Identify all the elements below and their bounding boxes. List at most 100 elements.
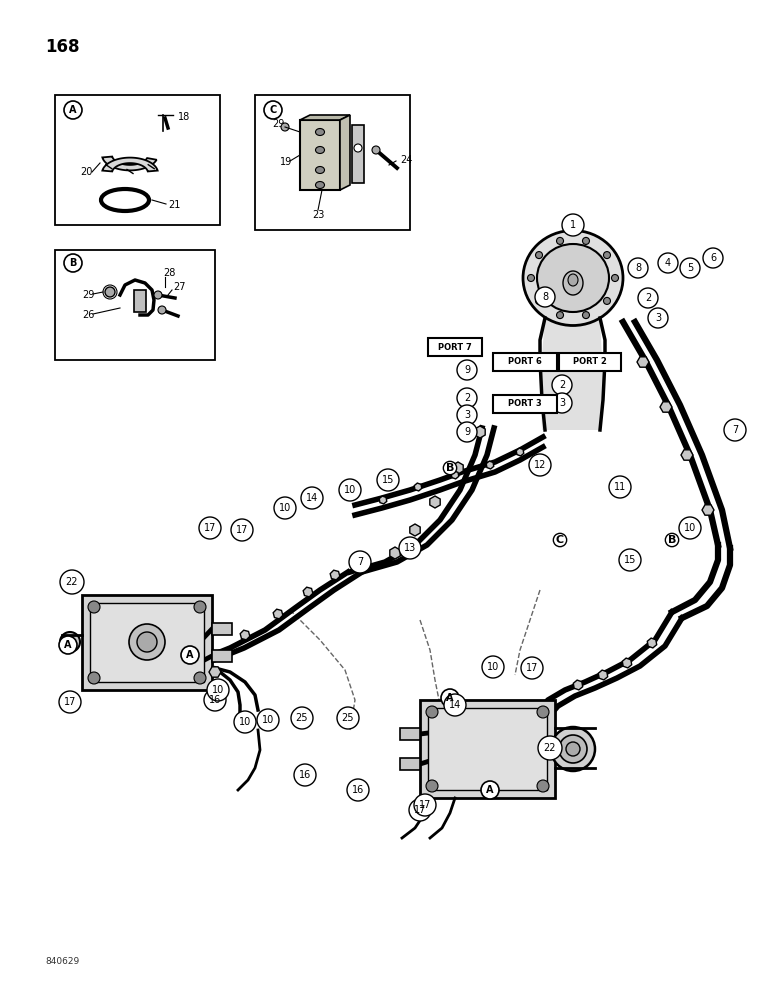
Bar bbox=[134, 290, 146, 312]
Text: 12: 12 bbox=[534, 460, 546, 470]
Bar bbox=[428, 708, 547, 790]
Text: C: C bbox=[269, 105, 277, 115]
Text: 18: 18 bbox=[178, 112, 190, 122]
Polygon shape bbox=[340, 115, 350, 190]
Bar bbox=[300, 120, 340, 190]
Polygon shape bbox=[516, 448, 523, 456]
Circle shape bbox=[724, 419, 746, 441]
Text: A: A bbox=[186, 650, 193, 660]
Circle shape bbox=[457, 388, 477, 408]
Bar bbox=[493, 395, 557, 413]
Ellipse shape bbox=[612, 274, 619, 282]
Circle shape bbox=[441, 689, 459, 707]
Circle shape bbox=[281, 123, 289, 131]
Circle shape bbox=[231, 519, 253, 541]
Bar bbox=[82, 595, 212, 690]
Circle shape bbox=[529, 454, 551, 476]
Text: A: A bbox=[486, 785, 494, 795]
Circle shape bbox=[354, 144, 362, 152]
Polygon shape bbox=[681, 450, 693, 460]
Circle shape bbox=[60, 570, 84, 594]
Circle shape bbox=[482, 656, 504, 678]
Polygon shape bbox=[102, 157, 157, 170]
Circle shape bbox=[158, 306, 166, 314]
Text: B: B bbox=[69, 258, 76, 268]
Circle shape bbox=[426, 780, 438, 792]
Bar bbox=[420, 700, 555, 798]
Bar bbox=[352, 125, 364, 183]
Circle shape bbox=[537, 706, 549, 718]
Polygon shape bbox=[414, 483, 422, 491]
Circle shape bbox=[204, 689, 226, 711]
Text: 17: 17 bbox=[419, 800, 431, 810]
Circle shape bbox=[264, 101, 282, 119]
Circle shape bbox=[444, 694, 466, 716]
Polygon shape bbox=[303, 587, 313, 597]
Circle shape bbox=[60, 632, 80, 652]
Text: 11: 11 bbox=[614, 482, 626, 492]
Circle shape bbox=[559, 735, 587, 763]
Circle shape bbox=[619, 549, 641, 571]
Polygon shape bbox=[475, 426, 485, 438]
Bar bbox=[400, 758, 420, 770]
Circle shape bbox=[551, 727, 595, 771]
Text: 17: 17 bbox=[414, 805, 426, 815]
Circle shape bbox=[347, 779, 369, 801]
Circle shape bbox=[234, 711, 256, 733]
Ellipse shape bbox=[604, 297, 611, 304]
Polygon shape bbox=[647, 638, 657, 648]
Bar bbox=[255, 95, 410, 230]
Bar bbox=[212, 623, 232, 635]
Bar bbox=[212, 650, 232, 662]
Text: 14: 14 bbox=[448, 700, 461, 710]
Text: PORT 7: PORT 7 bbox=[438, 342, 472, 352]
Text: 16: 16 bbox=[209, 695, 221, 705]
Circle shape bbox=[59, 636, 77, 654]
Ellipse shape bbox=[604, 252, 611, 259]
Text: 168: 168 bbox=[45, 38, 80, 56]
Circle shape bbox=[194, 672, 206, 684]
Ellipse shape bbox=[568, 274, 578, 286]
Circle shape bbox=[64, 101, 82, 119]
Ellipse shape bbox=[527, 274, 534, 282]
Ellipse shape bbox=[315, 166, 324, 174]
Text: 21: 21 bbox=[168, 200, 180, 210]
Text: 16: 16 bbox=[352, 785, 364, 795]
Circle shape bbox=[337, 707, 359, 729]
Polygon shape bbox=[430, 496, 440, 508]
Circle shape bbox=[566, 742, 580, 756]
Polygon shape bbox=[102, 158, 158, 171]
Text: 13: 13 bbox=[404, 543, 416, 553]
Text: 24: 24 bbox=[400, 155, 413, 165]
Text: 10: 10 bbox=[684, 523, 696, 533]
Text: 17: 17 bbox=[204, 523, 216, 533]
Polygon shape bbox=[452, 471, 459, 479]
Circle shape bbox=[658, 253, 678, 273]
Circle shape bbox=[372, 146, 380, 154]
Text: A: A bbox=[69, 105, 76, 115]
Polygon shape bbox=[598, 670, 608, 680]
Circle shape bbox=[409, 799, 431, 821]
Bar bbox=[493, 353, 557, 371]
Polygon shape bbox=[209, 667, 221, 677]
Circle shape bbox=[199, 517, 221, 539]
Circle shape bbox=[339, 479, 361, 501]
Text: A: A bbox=[446, 693, 454, 703]
Circle shape bbox=[535, 287, 555, 307]
Ellipse shape bbox=[556, 312, 563, 319]
Bar bbox=[400, 728, 420, 740]
Text: PORT 3: PORT 3 bbox=[508, 399, 542, 408]
Bar bbox=[90, 603, 204, 682]
Circle shape bbox=[457, 422, 477, 442]
Text: 25: 25 bbox=[296, 713, 308, 723]
Ellipse shape bbox=[315, 128, 324, 135]
Circle shape bbox=[301, 487, 323, 509]
Text: 2: 2 bbox=[464, 393, 470, 403]
Polygon shape bbox=[486, 461, 494, 469]
Ellipse shape bbox=[315, 146, 324, 153]
Circle shape bbox=[703, 248, 723, 268]
Text: 27: 27 bbox=[173, 282, 186, 292]
Text: 14: 14 bbox=[306, 493, 318, 503]
Text: 10: 10 bbox=[262, 715, 274, 725]
Circle shape bbox=[377, 469, 399, 491]
